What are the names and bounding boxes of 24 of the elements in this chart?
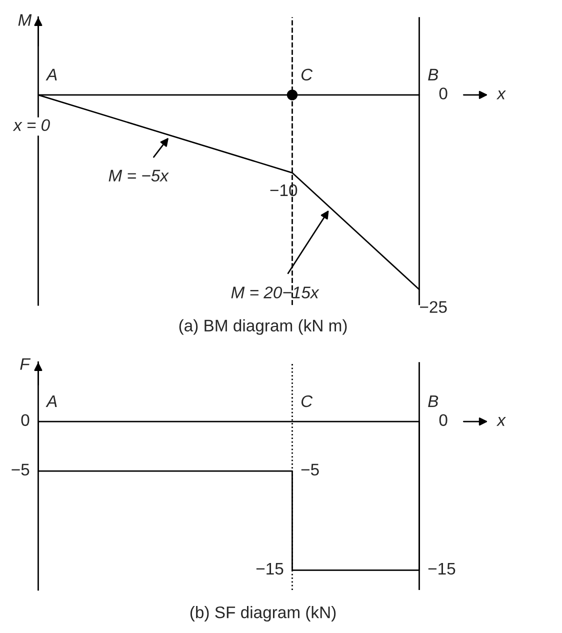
data-label: −25 [420,301,447,313]
data-label: −15 [428,562,456,575]
x-axis-title: x [496,417,506,426]
data-label: −10 [270,184,298,196]
y-axis-title: F [20,358,31,370]
annotation: M = 20−15x [231,286,320,298]
x-tick-label: B [428,395,438,407]
data-label: 0 [21,414,30,426]
text: (b) SF diagram (kN) [190,606,336,622]
x-tick-label: C [301,395,313,408]
x-tick-label: B [428,68,438,80]
y-axis-title: M [18,14,32,26]
x-tick-label: A [46,395,57,407]
data-label: −5 [12,464,30,476]
annotation: M = −5x [108,170,169,182]
x-tick-label: A [46,68,57,80]
data-label: −15 [256,562,284,575]
ref-line-label: 0 [439,414,448,426]
x-axis-title: x [496,90,506,100]
text: (a) BM diagram (kN m) [179,319,347,335]
ref-line-label: 0 [439,88,448,100]
annotation: x = 0 [12,119,50,132]
data-label: −5 [301,464,319,476]
x-tick-label: C [301,68,313,81]
